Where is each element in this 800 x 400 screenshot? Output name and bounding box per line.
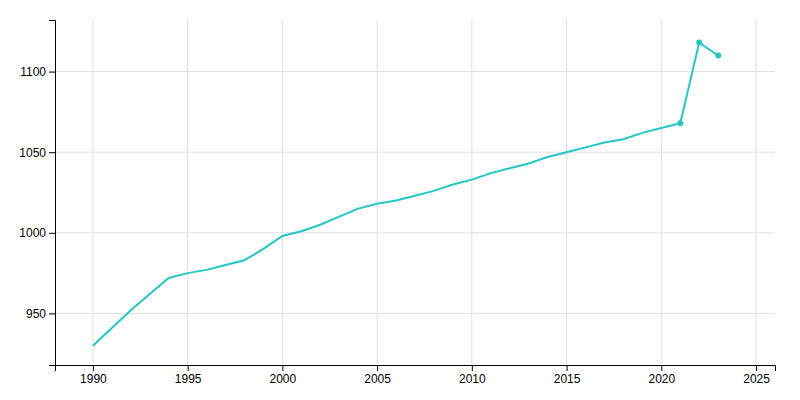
x-tick: 2010 xyxy=(459,365,486,386)
point xyxy=(677,120,683,126)
x-tick-mark xyxy=(188,365,189,371)
chart: 1990 1995 2000 2005 2010 2015 2020 2025 950 1000 1… xyxy=(0,0,800,400)
x-tick: 2015 xyxy=(554,365,581,386)
y-tick-mark xyxy=(49,152,55,153)
x-tick-label: 1995 xyxy=(175,372,202,386)
x-tick-mark xyxy=(282,365,283,371)
y-tick-label: 1100 xyxy=(20,65,46,79)
y-axis-line xyxy=(49,21,56,366)
x-tick-mark xyxy=(567,365,568,371)
x-tick-label: 2000 xyxy=(270,372,297,386)
line xyxy=(93,43,718,346)
grid xyxy=(55,20,775,365)
marks xyxy=(93,40,721,346)
y-axis: 950 1000 1050 1100 xyxy=(19,21,55,366)
x-axis-line xyxy=(56,366,776,372)
y-tick-mark xyxy=(49,233,55,234)
x-tick: 2005 xyxy=(364,365,391,386)
y-tick: 1050 xyxy=(19,146,55,160)
x-tick-mark xyxy=(661,365,662,371)
x-tick-mark xyxy=(377,365,378,371)
x-axis: 1990 1995 2000 2005 2010 2015 2020 2025 xyxy=(56,365,776,386)
y-grid-line xyxy=(55,71,775,72)
y-tick-label: 1000 xyxy=(19,226,46,240)
y-tick-mark xyxy=(49,72,55,73)
x-tick: 1990 xyxy=(80,365,107,386)
x-tick-label: 2020 xyxy=(648,372,675,386)
x-tick-label: 2005 xyxy=(364,372,391,386)
y-tick: 1000 xyxy=(19,226,55,240)
x-tick: 1995 xyxy=(175,365,202,386)
y-tick: 1100 xyxy=(20,65,55,79)
x-tick: 2025 xyxy=(743,365,770,386)
x-tick-label: 2015 xyxy=(554,372,581,386)
x-tick-mark xyxy=(756,365,757,371)
point xyxy=(715,52,721,58)
x-tick-label: 2010 xyxy=(459,372,486,386)
x-tick: 2020 xyxy=(648,365,675,386)
y-grid-line xyxy=(55,232,775,233)
point xyxy=(696,40,702,46)
y-tick-label: 1050 xyxy=(19,146,46,160)
x-tick-mark xyxy=(472,365,473,371)
x-tick-label: 2025 xyxy=(743,372,770,386)
y-grid-line xyxy=(55,152,775,153)
x-tick: 2000 xyxy=(270,365,297,386)
y-grid-line xyxy=(55,313,775,314)
y-tick: 950 xyxy=(26,307,55,321)
x-tick-label: 1990 xyxy=(80,372,107,386)
x-tick-mark xyxy=(93,365,94,371)
y-tick-mark xyxy=(49,313,55,314)
plot: 1990 1995 2000 2005 2010 2015 2020 2025 950 1000 1… xyxy=(19,20,775,386)
y-tick-label: 950 xyxy=(26,307,46,321)
